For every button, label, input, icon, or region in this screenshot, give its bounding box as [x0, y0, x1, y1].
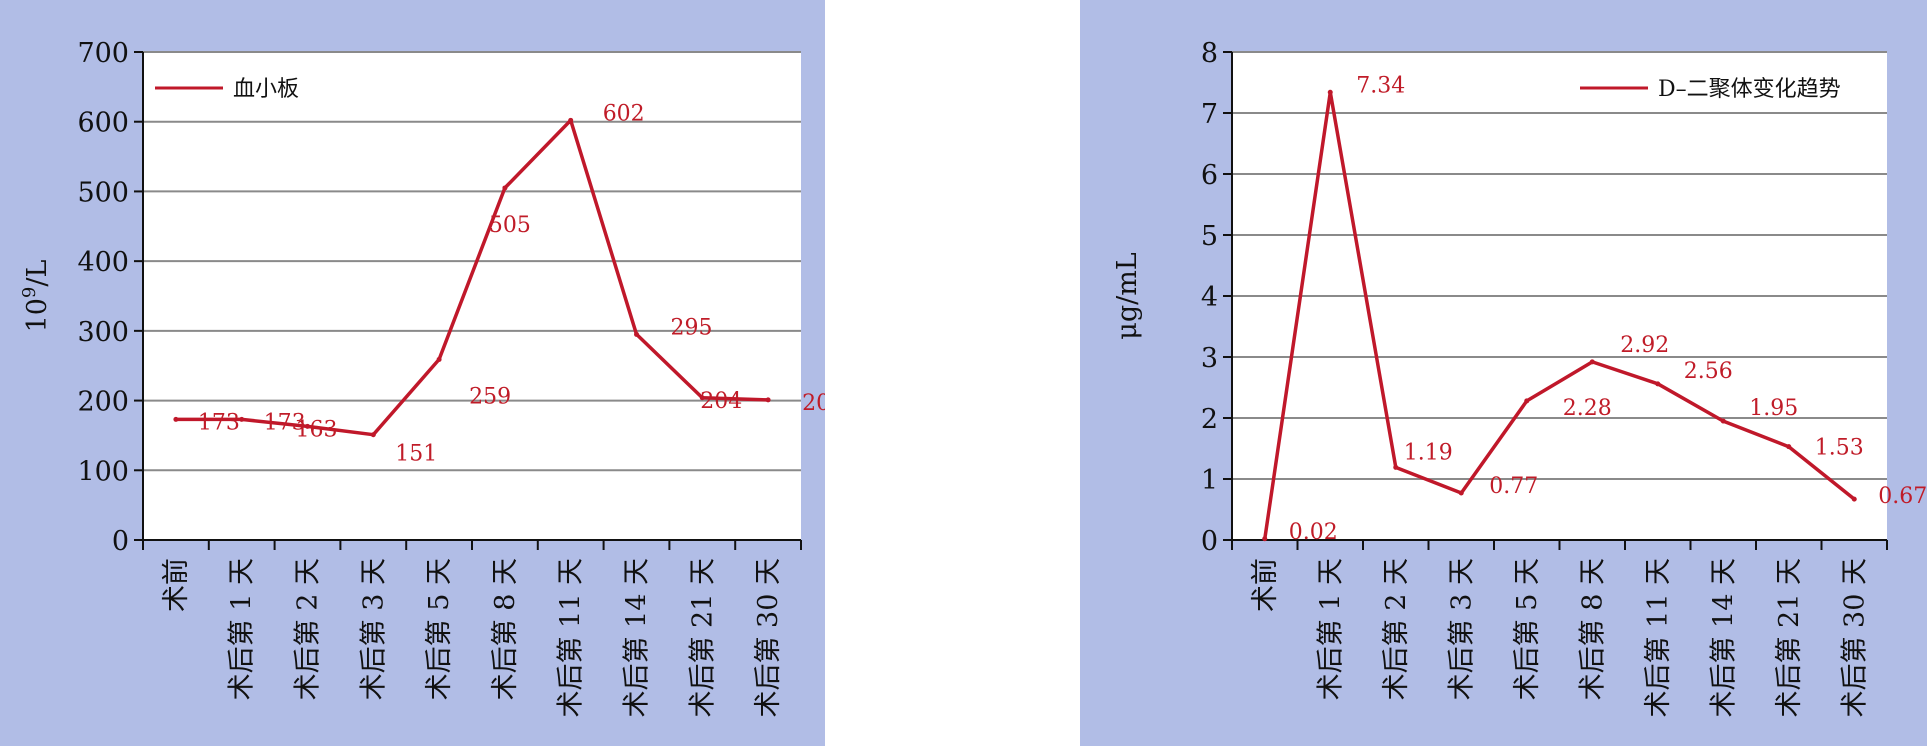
data-point [1393, 464, 1399, 470]
data-point [1720, 418, 1726, 424]
data-point [1524, 398, 1530, 404]
y-tick-label: 600 [77, 108, 129, 139]
x-category-label: 术后第 8 天 [490, 558, 521, 700]
data-label: 1.95 [1749, 396, 1798, 421]
data-label: 0.77 [1489, 474, 1538, 499]
data-label: 1.19 [1404, 440, 1453, 465]
data-point [568, 117, 574, 123]
data-point [699, 395, 705, 401]
plot-area [143, 52, 801, 540]
data-point [1655, 381, 1661, 387]
data-point [1458, 490, 1464, 496]
data-label: 201 [802, 391, 825, 416]
x-category-label: 术后第 5 天 [424, 558, 455, 700]
series-line [174, 118, 770, 437]
data-point [1327, 89, 1333, 95]
y-tick-label: 7 [1201, 99, 1218, 130]
y-tick-label: 400 [77, 247, 129, 278]
data-label: 0.67 [1878, 484, 1927, 509]
x-category-label: 术后第 14 天 [622, 558, 653, 718]
y-tick-label: 200 [77, 387, 129, 418]
x-category-label: 术后第 3 天 [358, 558, 389, 700]
data-label: 602 [603, 101, 645, 126]
data-point [1851, 496, 1857, 502]
platelet-chart: 0 100 200 300 400 500 600 700 术前 术后第 1 天 术后第 2 天 术后… [19, 38, 825, 718]
y-tick-label: 1 [1201, 465, 1218, 496]
x-category-label: 术后第 21 天 [687, 558, 718, 718]
legend-label: D–二聚体变化趋势 [1658, 77, 1841, 102]
x-category-label: 术后第 3 天 [1446, 558, 1477, 700]
x-category-label: 术后第 1 天 [1315, 558, 1346, 700]
data-point [305, 423, 310, 429]
data-point [1589, 359, 1595, 365]
y-tick-label: 300 [77, 317, 129, 348]
data-label: 505 [489, 213, 531, 238]
x-category-label: 术后第 5 天 [1512, 558, 1543, 700]
x-category-label: 术后第 30 天 [1839, 558, 1870, 718]
y-tick-label: 0 [112, 526, 129, 557]
data-point [239, 416, 245, 422]
d-dimer-chart: 0 1 2 3 4 5 6 7 8 术前 术后第 1 天 术后第 2 天 术后第 3 天 术后第 5 天 术… [1112, 38, 1927, 718]
data-label: 295 [671, 315, 713, 340]
data-label: 0.02 [1289, 520, 1338, 545]
data-point [634, 331, 639, 337]
x-category-label: 术后第 21 天 [1774, 558, 1805, 718]
data-label: 2.92 [1620, 333, 1669, 358]
data-point [502, 185, 508, 191]
y-tick-label: 100 [77, 456, 129, 487]
x-category-label: 术后第 1 天 [227, 558, 258, 700]
x-category-label: 术后第 2 天 [293, 558, 324, 700]
y-tick-label: 700 [77, 38, 129, 69]
y-tick-label: 3 [1201, 343, 1218, 374]
data-label: 173 [264, 410, 306, 435]
legend-label: 血小板 [233, 77, 299, 102]
x-category-label: 术前 [1250, 558, 1281, 612]
x-category-label: 术后第 2 天 [1381, 558, 1412, 700]
data-label: 151 [395, 442, 437, 467]
data-label: 163 [296, 417, 338, 442]
y-tick-label: 500 [77, 177, 129, 208]
data-label: 173 [198, 410, 240, 435]
data-label: 2.28 [1563, 396, 1612, 421]
x-category-label: 术前 [161, 558, 192, 612]
x-category-label: 术后第 30 天 [753, 558, 784, 718]
data-label: 204 [700, 389, 742, 414]
y-tick-label: 6 [1201, 160, 1218, 191]
data-label: 259 [469, 384, 511, 409]
x-category-label: 术后第 11 天 [1643, 558, 1674, 718]
y-tick-label: 2 [1201, 404, 1218, 435]
y-axis-title: μg/mL [1112, 252, 1143, 340]
y-axis-title: 109/L [19, 260, 53, 333]
data-label: 2.56 [1684, 359, 1733, 384]
right-chart-panel: 0 1 2 3 4 5 6 7 8 术前 术后第 1 天 术后第 2 天 术后第 3 天 术后第 5 天 术… [1080, 0, 1927, 746]
left-chart-panel: 0 100 200 300 400 500 600 700 术前 术后第 1 天 术后第 2 天 术后… [0, 0, 825, 746]
data-point [1262, 536, 1268, 542]
data-point [173, 416, 179, 422]
series-line [1263, 90, 1857, 541]
x-category-label: 术后第 14 天 [1708, 558, 1739, 718]
data-point [1786, 444, 1792, 450]
x-category-label: 术后第 8 天 [1577, 558, 1608, 700]
y-tick-label: 8 [1201, 38, 1218, 69]
data-point [436, 356, 442, 362]
x-category-label: 术后第 11 天 [556, 558, 587, 718]
y-tick-label: 5 [1201, 221, 1218, 252]
data-point [765, 397, 771, 403]
data-point [370, 432, 376, 438]
y-tick-label: 4 [1201, 282, 1218, 313]
data-label: 7.34 [1356, 73, 1405, 98]
data-label: 1.53 [1815, 436, 1864, 461]
y-tick-label: 0 [1201, 526, 1218, 557]
